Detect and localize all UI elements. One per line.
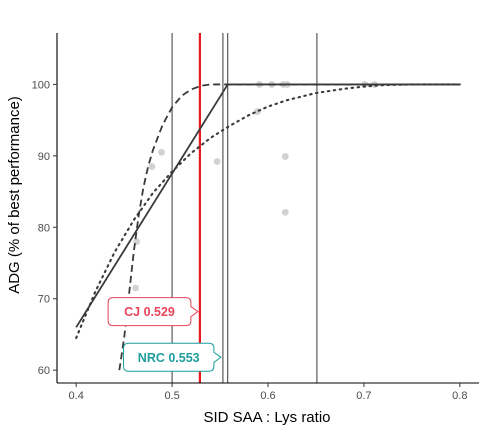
annotation-box [123, 342, 222, 372]
y-axis-title: ADG (% of best performance) [6, 96, 23, 294]
x-axis-title: SID SAA : Lys ratio [204, 409, 331, 426]
model-curve-solid [75, 83, 460, 328]
x-tick-label: 0.7 [356, 390, 371, 402]
model-curves [75, 83, 461, 371]
y-tick-label: 90 [38, 151, 50, 163]
annotation-label: NRC 0.553 [138, 351, 200, 365]
model-curve-dotted [75, 83, 461, 340]
data-point [213, 158, 221, 165]
data-point [148, 163, 156, 170]
reference-lines [171, 33, 318, 383]
model-curve-dashed [118, 83, 460, 371]
y-tick-label: 60 [38, 365, 50, 377]
axes: 0.4 0.5 0.6 0.7 0.8 60 70 80 90 100 [32, 33, 479, 402]
data-points [132, 81, 378, 292]
y-tick-label: 70 [38, 294, 50, 306]
x-tick-label: 0.6 [260, 390, 275, 402]
data-point [132, 284, 140, 292]
data-point [281, 153, 289, 160]
x-tick-label: 0.8 [452, 390, 467, 402]
annotation-box [107, 297, 199, 327]
x-tick-label: 0.4 [69, 390, 84, 402]
annotations: CJ 0.529 NRC 0.553 [107, 297, 222, 372]
data-point [158, 148, 165, 156]
y-tick-label: 80 [38, 222, 50, 234]
annotation-cj: CJ 0.529 [107, 297, 199, 327]
annotation-nrc: NRC 0.553 [123, 342, 222, 372]
data-point [281, 208, 289, 216]
x-tick-label: 0.5 [164, 390, 179, 402]
annotation-label: CJ 0.529 [124, 305, 175, 319]
y-tick-label: 100 [32, 79, 50, 91]
